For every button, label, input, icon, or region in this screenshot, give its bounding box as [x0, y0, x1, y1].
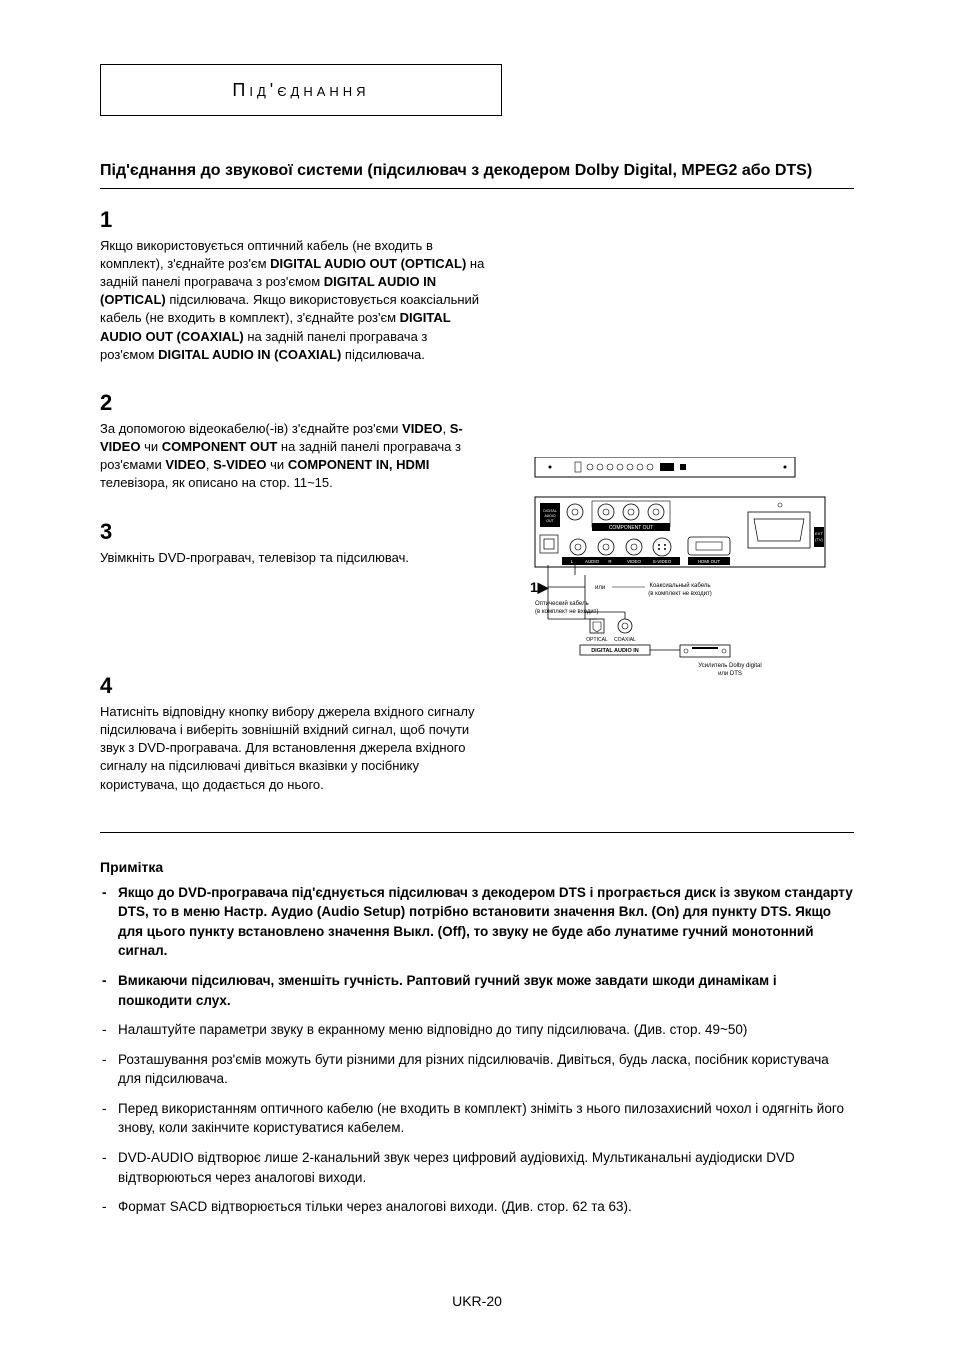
svg-text:VIDEO: VIDEO: [626, 559, 641, 564]
svg-text:(в комплект не входит): (в комплект не входит): [648, 591, 711, 597]
diagram-column: DIGITAL AUDIO OUT COMPONENT OUT: [505, 207, 854, 820]
diagram-svg: DIGITAL AUDIO OUT COMPONENT OUT: [530, 457, 830, 707]
svg-text:DIGITAL: DIGITAL: [543, 509, 556, 513]
step-number: 3: [100, 519, 485, 545]
step-body: Натисніть відповідну кнопку вибору джере…: [100, 703, 485, 794]
step-1: 1 Якщо використовується оптичний кабель …: [100, 207, 485, 364]
svg-text:COMPONENT OUT: COMPONENT OUT: [608, 525, 652, 531]
svg-text:COAXIAL: COAXIAL: [614, 637, 636, 643]
step-body: Увімкніть DVD-програвач, телевізор та пі…: [100, 549, 485, 567]
svg-text:OUT: OUT: [546, 519, 554, 523]
step-4: 4 Натисніть відповідну кнопку вибору дже…: [100, 673, 485, 794]
svg-text:EXT: EXT: [815, 531, 823, 536]
main-heading: Під'єднання до звукової системи (підсилю…: [100, 160, 854, 189]
note-item: Формат SACD відтворюється тільки через а…: [100, 1197, 854, 1217]
step-number: 1: [100, 207, 485, 233]
svg-text:AUDIO: AUDIO: [584, 559, 599, 564]
horizontal-divider: [100, 832, 854, 833]
svg-text:AUDIO: AUDIO: [544, 514, 555, 518]
svg-text:HDMI OUT: HDMI OUT: [697, 559, 719, 564]
notes-heading: Примітка: [100, 859, 854, 875]
step-body: Якщо використовується оптичний кабель (н…: [100, 237, 485, 364]
note-item: Якщо до DVD-програвача під'єднується під…: [100, 883, 854, 961]
step-3: 3 Увімкніть DVD-програвач, телевізор та …: [100, 519, 485, 567]
svg-text:или DTS: или DTS: [718, 671, 742, 677]
note-item: DVD-AUDIO відтворює лише 2-канальний зву…: [100, 1148, 854, 1187]
connection-diagram: DIGITAL AUDIO OUT COMPONENT OUT: [530, 457, 830, 709]
svg-text:Усилитель Dolby digital: Усилитель Dolby digital: [698, 663, 761, 669]
notes-section: Примітка Якщо до DVD-програвача під'єдну…: [100, 859, 854, 1217]
steps-column: 1 Якщо використовується оптичний кабель …: [100, 207, 485, 820]
svg-text:или: или: [595, 585, 605, 591]
svg-text:Коаксиальный кабель: Коаксиальный кабель: [649, 582, 710, 589]
note-item: Розташування роз'ємів можуть бути різним…: [100, 1050, 854, 1089]
svg-text:S-VIDEO: S-VIDEO: [652, 559, 671, 564]
step-number: 2: [100, 390, 485, 416]
svg-text:(TV): (TV): [815, 537, 823, 542]
svg-text:OPTICAL: OPTICAL: [586, 637, 608, 643]
step-number: 4: [100, 673, 485, 699]
note-item: Налаштуйте параметри звуку в екранному м…: [100, 1020, 854, 1040]
svg-text:Оптический кабель: Оптический кабель: [535, 600, 589, 607]
note-item: Вмикаючи підсилювач, зменшіть гучність. …: [100, 971, 854, 1010]
svg-text:DIGITAL AUDIO IN: DIGITAL AUDIO IN: [591, 648, 639, 654]
notes-list: Якщо до DVD-програвача під'єднується під…: [100, 883, 854, 1217]
page-number: UKR-20: [0, 1293, 954, 1309]
step-body: За допомогою відеокабелю(-ів) з'єднайте …: [100, 420, 485, 493]
step-2: 2 За допомогою відеокабелю(-ів) з'єднайт…: [100, 390, 485, 493]
note-item: Перед використанням оптичного кабелю (не…: [100, 1099, 854, 1138]
section-title-box: Під'єднання: [100, 64, 502, 116]
svg-text:1▶: 1▶: [530, 579, 550, 595]
section-title: Під'єднання: [232, 80, 369, 101]
